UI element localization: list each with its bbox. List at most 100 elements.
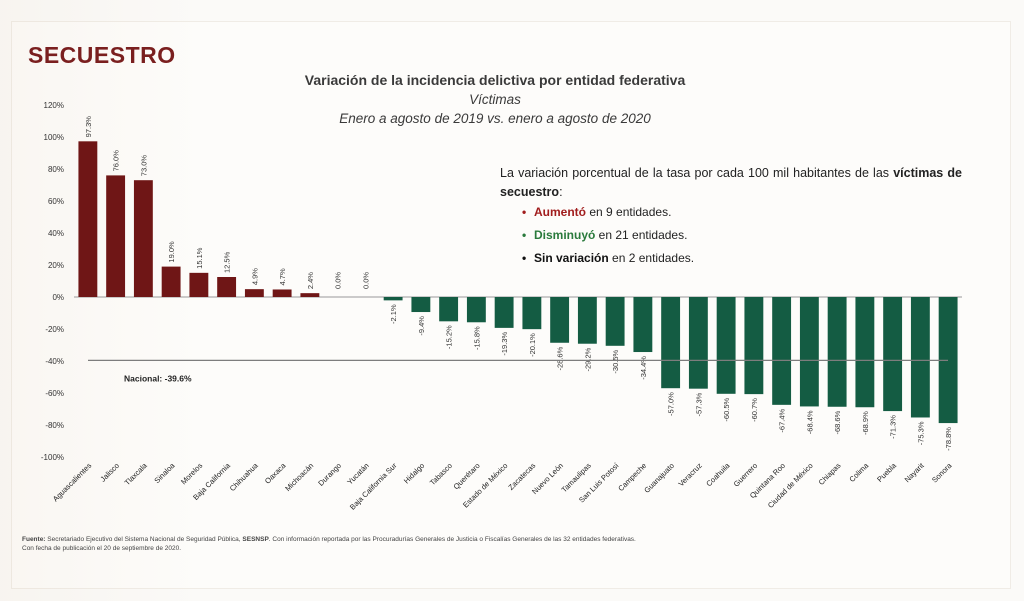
source-org: SESNSP [242, 536, 269, 543]
summary-item-nochange: • Sin variación en 2 entidades. [522, 251, 694, 265]
x-tick-label: Morelos [179, 461, 204, 486]
data-label: -60.7% [750, 398, 759, 422]
x-tick-label: Puebla [875, 460, 898, 483]
x-tick-label: Chihuahua [228, 460, 261, 493]
bar [910, 297, 930, 418]
bar [883, 297, 903, 412]
summary-item-label: Disminuyó [534, 228, 596, 242]
data-label: -20.1% [528, 333, 537, 357]
summary-intro-suffix: : [559, 185, 563, 199]
data-label: 15.1% [195, 247, 204, 269]
bar [688, 297, 708, 389]
data-label: -9.4% [417, 316, 426, 336]
summary-item-text: en 21 entidades. [595, 228, 688, 242]
x-tick-label: Nayarit [903, 460, 927, 484]
source-label: Fuente: [22, 536, 46, 543]
y-tick-label: -60% [45, 389, 64, 398]
bar [217, 277, 237, 297]
bar [106, 175, 126, 297]
bar [466, 297, 486, 323]
y-tick-label: 80% [48, 165, 64, 174]
source-line-2: Con fecha de publicación el 20 de septie… [22, 545, 181, 552]
data-label: -71.3% [889, 415, 898, 439]
x-tick-label: Oaxaca [263, 460, 288, 485]
data-label: 0.0% [334, 272, 343, 289]
summary-note: La variación porcentual de la tasa por c… [500, 164, 962, 202]
bar [300, 293, 320, 297]
x-tick-label: Sinaloa [152, 460, 177, 485]
bar [133, 180, 153, 297]
summary-item-text: en 2 entidades. [608, 251, 695, 265]
x-tick-label: Baja California Sur [348, 461, 399, 512]
data-label: 4.7% [278, 268, 287, 285]
data-label: -57.3% [694, 392, 703, 416]
data-label: -75.3% [916, 421, 925, 445]
summary-intro: La variación porcentual de la tasa por c… [500, 164, 962, 202]
data-label: 97.3% [84, 116, 93, 138]
bar [78, 141, 98, 297]
data-label: -67.4% [778, 409, 787, 433]
x-tick-label: Veracruz [676, 461, 703, 488]
y-tick-label: -40% [45, 357, 64, 366]
data-label: -15.2% [445, 325, 454, 349]
y-tick-label: 20% [48, 261, 64, 270]
data-label: -68.6% [833, 410, 842, 434]
x-tick-label: Colima [847, 460, 870, 483]
data-label: -68.9% [861, 411, 870, 435]
data-label: 73.0% [139, 155, 148, 177]
data-label: -2.1% [389, 304, 398, 324]
chart-subtitle-victims: Víctimas [469, 92, 521, 107]
data-label: 2.4% [306, 272, 315, 289]
bar [494, 297, 514, 328]
data-label: 19.0% [167, 241, 176, 263]
chart-subtitle-period: Enero a agosto de 2019 vs. enero a agost… [339, 111, 651, 126]
data-label: -57.0% [667, 392, 676, 416]
y-tick-label: 100% [44, 133, 64, 142]
bullet-icon: • [522, 251, 527, 265]
x-tick-label: Sonora [930, 460, 954, 484]
x-tick-label: Hidalgo [402, 461, 426, 485]
y-tick-label: -100% [41, 453, 64, 462]
summary-item-decrease: • Disminuyó en 21 entidades. [522, 228, 687, 242]
bar [550, 297, 570, 343]
bar [411, 297, 431, 313]
summary-item-increase: • Aumentó en 9 entidades. [522, 205, 671, 219]
bar [799, 297, 819, 407]
bar [522, 297, 542, 330]
bar [938, 297, 958, 424]
x-tick-label: Tabasco [428, 461, 454, 487]
bar [772, 297, 792, 405]
y-tick-label: 0% [52, 293, 64, 302]
bar [577, 297, 597, 344]
y-tick-label: 60% [48, 197, 64, 206]
summary-item-text: en 9 entidades. [586, 205, 672, 219]
bar [605, 297, 625, 346]
data-label: -15.8% [472, 326, 481, 350]
national-reference-label: Nacional: -39.6% [124, 373, 192, 383]
bullet-icon: • [522, 228, 527, 242]
x-tick-label: Tlaxcala [123, 460, 150, 487]
summary-intro-text: La variación porcentual de la tasa por c… [500, 166, 890, 180]
y-tick-label: -80% [45, 421, 64, 430]
bullet-icon: • [522, 205, 527, 219]
summary-item-label: Aumentó [534, 205, 586, 219]
bar [633, 297, 653, 353]
y-tick-label: 40% [48, 229, 64, 238]
y-tick-label: -20% [45, 325, 64, 334]
bar [716, 297, 736, 394]
x-tick-label: Guerrero [732, 461, 760, 489]
bar [189, 272, 209, 297]
summary-item-label: Sin variación [534, 251, 609, 265]
bar [383, 297, 403, 301]
y-tick-label: 120% [44, 101, 64, 110]
data-label: -68.4% [805, 410, 814, 434]
data-label: 76.0% [112, 150, 121, 172]
source-line-1: Fuente: Secretariado Ejecutivo del Siste… [22, 535, 862, 544]
data-label: -60.5% [722, 397, 731, 421]
source-text-2: . Con información reportada por las Proc… [268, 536, 636, 543]
data-label: -78.8% [944, 427, 953, 451]
x-tick-label: Michoacán [283, 461, 315, 493]
summary-intro-bold: víctimas de secuestro [500, 166, 962, 199]
data-label: 4.9% [250, 268, 259, 285]
